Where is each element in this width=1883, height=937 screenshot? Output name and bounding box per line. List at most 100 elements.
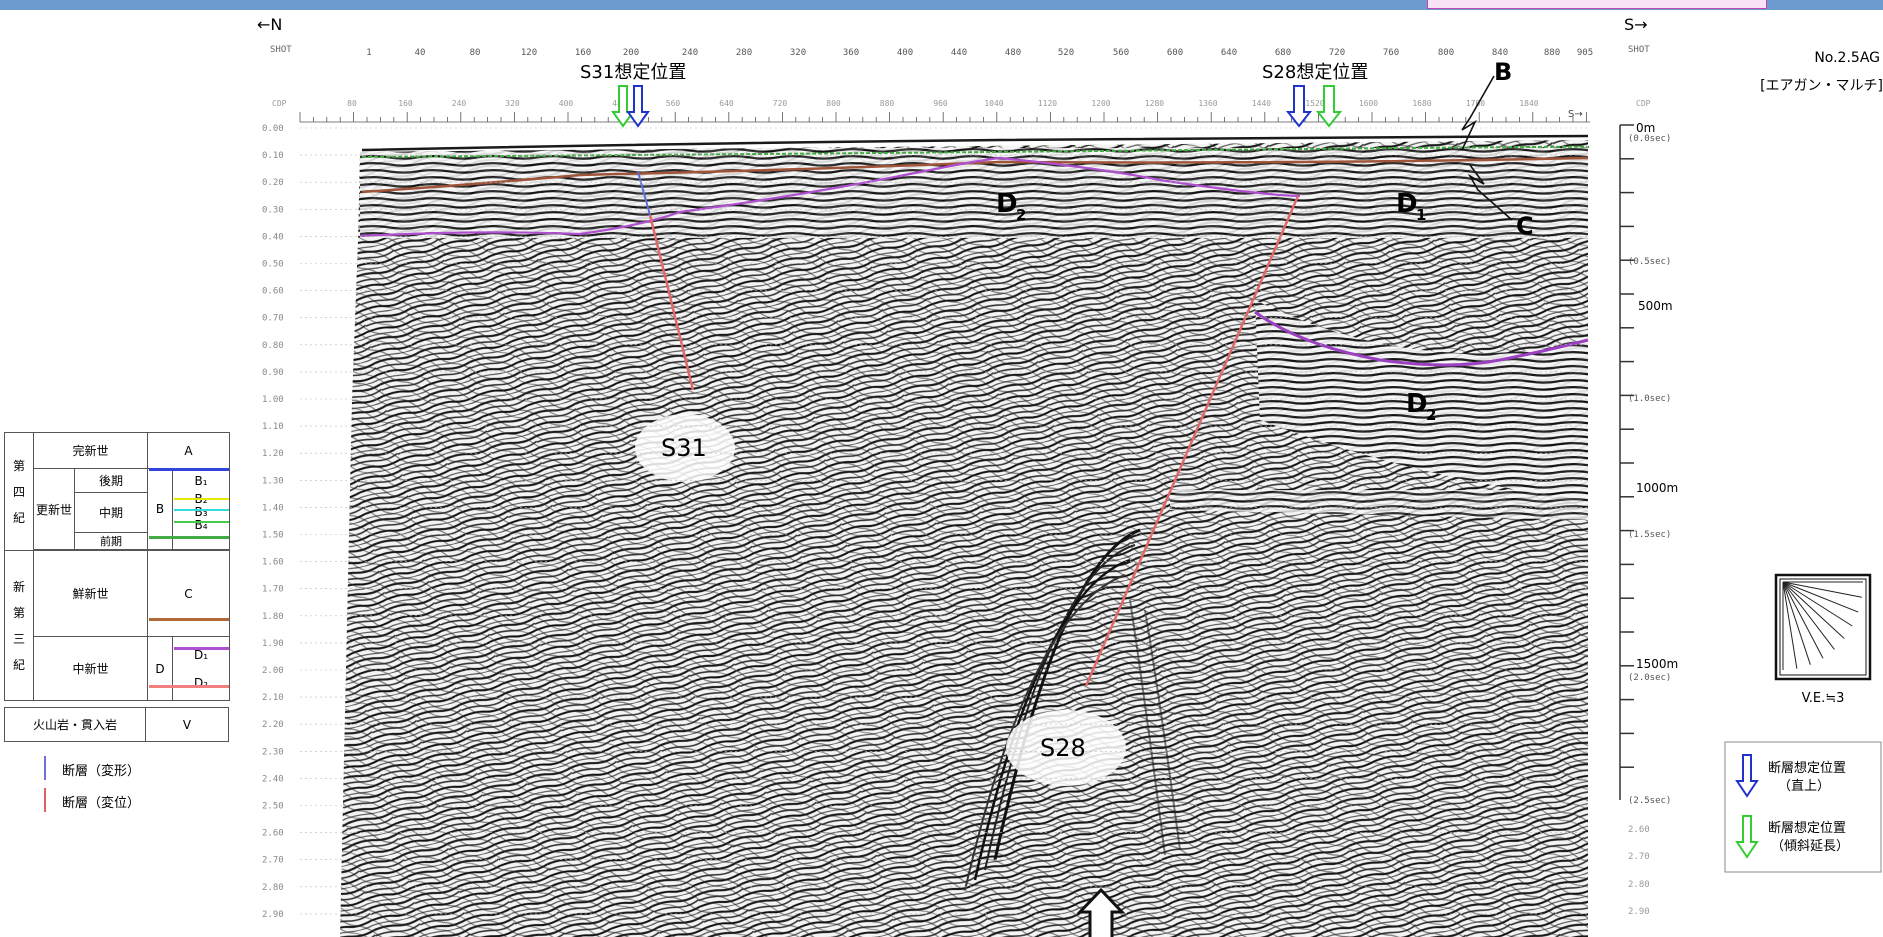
horizon-a — [361, 134, 1589, 152]
ve-fan-line — [1782, 581, 1859, 613]
legend-green-arrow-icon — [1735, 815, 1759, 859]
s31-position-label: S31想定位置 — [580, 62, 686, 83]
time-tick-label: 1.30 — [262, 476, 284, 486]
svg-text:(2.5sec): (2.5sec) — [1628, 796, 1671, 806]
s31-arrow-blue — [626, 85, 650, 128]
shot-tick-label: 40 — [415, 48, 426, 58]
time-tick-label: 2.90 — [262, 910, 284, 920]
cdp-tick-label: 1600 — [1359, 99, 1378, 108]
shot-tick-label: 120 — [521, 48, 537, 58]
title-line-2: [エアガン・マルチ] — [1760, 78, 1883, 94]
shot-tick-label: 560 — [1113, 48, 1129, 58]
s28-arrow-blue — [1285, 85, 1313, 128]
legend-line-b1 — [174, 498, 229, 500]
svg-text:1000m: 1000m — [1636, 481, 1678, 495]
time-tick-label: 0.20 — [262, 178, 284, 188]
legend-fault-disp: 断層（変位） — [62, 796, 141, 811]
shot-tick-label: 880 — [1544, 48, 1560, 58]
svg-text:2.80: 2.80 — [1628, 880, 1650, 890]
bottom-arrow — [1076, 887, 1126, 937]
ve-fan-line — [1782, 581, 1853, 627]
legend-green-label-2: （傾斜延長） — [1771, 839, 1849, 854]
label-c-leader — [1467, 164, 1513, 221]
title-line-1: No.2.5AG — [1814, 50, 1880, 66]
legend-line-d — [174, 647, 229, 650]
horizon-d-right — [1254, 310, 1589, 367]
time-tick-label: 0.50 — [262, 260, 284, 270]
fault-s31-deform — [637, 171, 651, 216]
legend-line-c — [149, 618, 229, 621]
ve-fan-line — [1782, 581, 1798, 669]
legend-miocene: 中新世 — [33, 636, 148, 701]
shot-tick-label: 1 — [366, 48, 371, 58]
fault-label-s31: S31 — [661, 434, 707, 462]
time-tick-label: 1.10 — [262, 422, 284, 432]
cdp-tick-label: 560 — [666, 99, 681, 108]
time-tick-label: 2.30 — [262, 747, 284, 757]
time-tick-label: 1.20 — [262, 449, 284, 459]
cdp-tick-label: 1680 — [1412, 99, 1431, 108]
stratigraphy-legend: 第四紀 完新世 A 更新世 後期 B B₁ 中期 B₂ B₃ B₄ 前期 新第三 — [4, 432, 230, 816]
shot-tick-label: 600 — [1167, 48, 1183, 58]
legend-holocene: 完新世 — [33, 432, 148, 469]
svg-text:(0.5sec): (0.5sec) — [1628, 257, 1671, 267]
top-banner — [0, 0, 1883, 10]
time-tick-label: 1.50 — [262, 531, 284, 541]
svg-text:2.90: 2.90 — [1628, 907, 1650, 917]
time-tick-label: 1.40 — [262, 503, 284, 513]
shot-tick-label: 400 — [897, 48, 913, 58]
legend-blue-arrow-icon — [1735, 754, 1759, 798]
time-tick-label: 0.40 — [262, 232, 284, 242]
legend-line-b4 — [149, 536, 229, 539]
cdp-tick-label: 160 — [398, 99, 413, 108]
svg-text:D: D — [1396, 189, 1418, 219]
legend-blue-label-2: （直上） — [1778, 779, 1830, 794]
time-tick-label: 2.80 — [262, 883, 284, 893]
cdp-tick-label: 80 — [347, 99, 357, 108]
legend-line-v — [149, 685, 229, 688]
ve-fan-line — [1782, 581, 1811, 665]
time-tick-label: 1.90 — [262, 639, 284, 649]
time-tick-label: 0.80 — [262, 341, 284, 351]
time-tick-label: 1.00 — [262, 395, 284, 405]
time-tick-label: 2.70 — [262, 856, 284, 866]
label-b-leader — [1461, 75, 1495, 151]
ve-fan-line — [1782, 581, 1862, 598]
cdp-tick-label: 1120 — [1038, 99, 1057, 108]
time-tick-label: 2.40 — [262, 774, 284, 784]
cdp-tick-label: 400 — [559, 99, 574, 108]
legend-d2: D₂ — [193, 675, 209, 690]
time-tick-label: 2.50 — [262, 802, 284, 812]
cdp-tick-label: 960 — [933, 99, 948, 108]
label-d2-right: D 2 — [1406, 389, 1436, 424]
shot-tick-label: 360 — [843, 48, 859, 58]
shot-tick-label: 840 — [1492, 48, 1508, 58]
time-tick-label: 0.10 — [262, 151, 284, 161]
cdp-tick-label: 880 — [880, 99, 895, 108]
shot-axis: 1 40 80 120 160 200 240 280 320 360 400 440 480 520 56… — [366, 48, 1593, 58]
north-indicator: ←N — [257, 15, 282, 34]
shot-tick-label: 80 — [470, 48, 481, 58]
legend-b1: B₁ — [172, 468, 230, 493]
title-box — [1427, 0, 1767, 9]
svg-text:2.70: 2.70 — [1628, 852, 1650, 862]
legend-volcanic: 火山岩・貫入岩 — [4, 707, 146, 742]
svg-text:(1.0sec): (1.0sec) — [1628, 394, 1671, 404]
cdp-axis: 8016024032040048056064072080088096010401… — [299, 99, 1590, 123]
label-b: B — [1494, 58, 1512, 86]
arrow-legend: 断層想定位置 （直上） 断層想定位置 （傾斜延長） — [1724, 741, 1882, 873]
cdp-tick-label: 800 — [826, 99, 841, 108]
shot-tick-label: 440 — [951, 48, 967, 58]
svg-text:1: 1 — [1416, 206, 1426, 224]
shot-tick-label: 640 — [1221, 48, 1237, 58]
cdp-tick-label: 1280 — [1145, 99, 1164, 108]
svg-text:2.60: 2.60 — [1628, 825, 1650, 835]
s-arrow-small: S→ — [1568, 109, 1583, 120]
cdp-tick-label: 1200 — [1091, 99, 1110, 108]
shot-tick-label: 480 — [1005, 48, 1021, 58]
svg-text:2: 2 — [1426, 406, 1436, 424]
time-tick-label: 1.60 — [262, 558, 284, 568]
shot-tick-label: 280 — [736, 48, 752, 58]
legend-unit-d: D — [147, 636, 173, 701]
cdp-tick-label: 1440 — [1252, 99, 1271, 108]
